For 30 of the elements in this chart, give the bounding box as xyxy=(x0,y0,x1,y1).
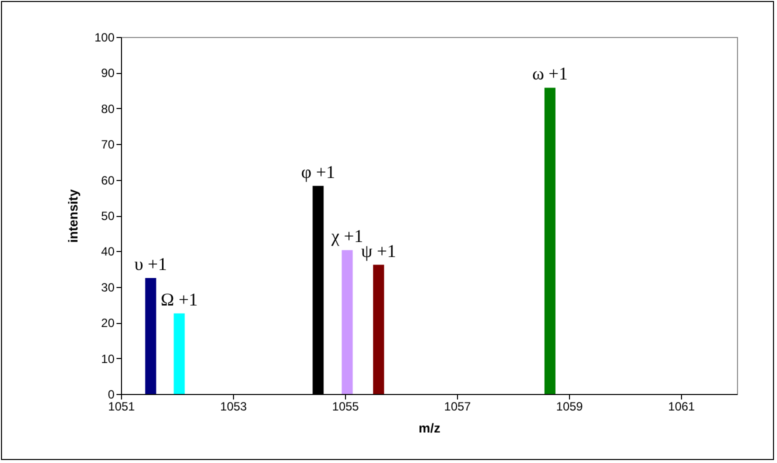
x-tick-label: 1053 xyxy=(220,400,248,414)
x-tick-label: 1061 xyxy=(668,400,696,414)
series-label: φ +1 xyxy=(301,162,336,182)
series-label: ψ +1 xyxy=(361,240,396,261)
bar xyxy=(342,250,353,394)
y-tick-label: 70 xyxy=(101,138,115,152)
y-tick-label: 10 xyxy=(101,352,115,366)
x-tick-label: 1055 xyxy=(332,400,360,414)
y-tick-label: 30 xyxy=(101,280,115,294)
bar xyxy=(174,313,185,394)
x-tick-label: 1059 xyxy=(556,400,584,414)
y-tick-label: 90 xyxy=(101,66,115,80)
y-tick-label: 80 xyxy=(101,102,115,116)
y-tick-label: 60 xyxy=(101,173,115,188)
y-axis-title: intensity xyxy=(65,188,80,243)
bar xyxy=(373,264,384,394)
series-label: Ω +1 xyxy=(160,289,198,310)
x-tick-label: 1051 xyxy=(108,400,136,414)
series-label: υ +1 xyxy=(134,254,167,274)
series-label: ω +1 xyxy=(532,64,568,84)
y-tick-label: 50 xyxy=(101,209,115,223)
y-tick-label: 20 xyxy=(101,316,115,330)
y-tick-label: 0 xyxy=(108,388,115,402)
x-tick-label: 1057 xyxy=(444,400,472,414)
bar xyxy=(145,278,156,394)
y-tick-label: 100 xyxy=(94,30,115,44)
y-tick-label: 40 xyxy=(101,244,115,259)
x-axis-title: m/z xyxy=(418,420,441,436)
bar xyxy=(544,88,556,394)
series-label: χ +1 xyxy=(330,226,364,246)
